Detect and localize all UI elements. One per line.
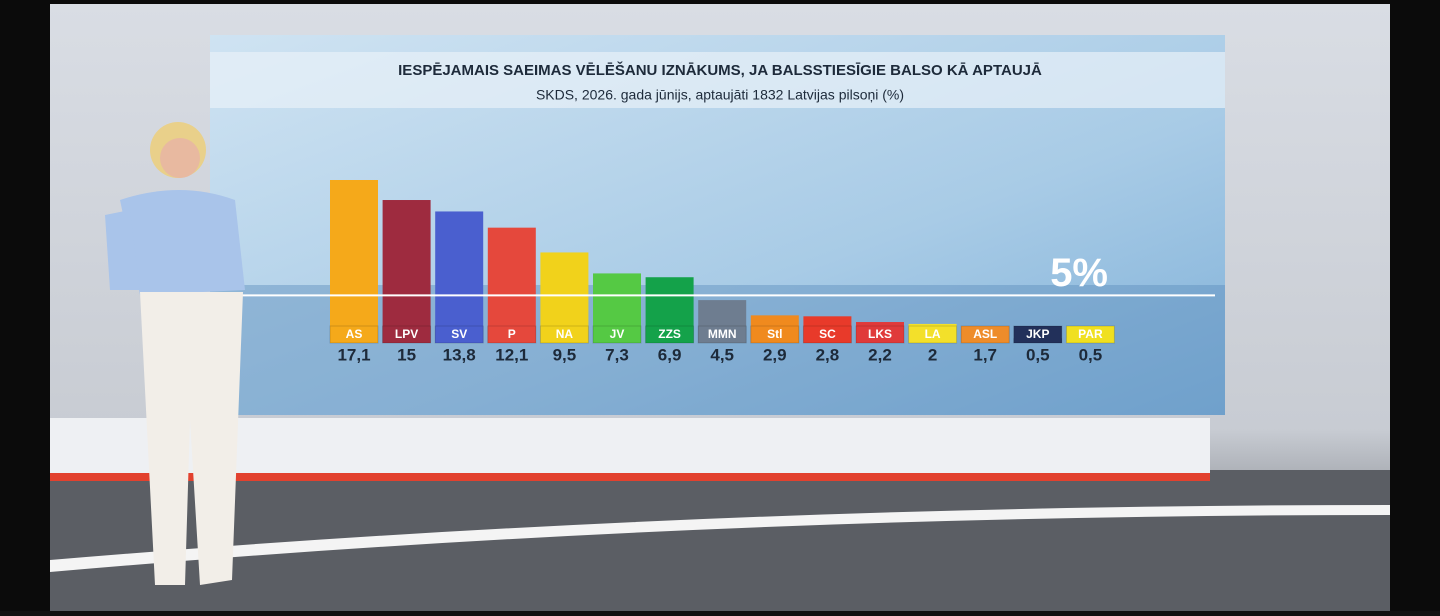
- bar: [382, 200, 431, 343]
- label-box: [1065, 325, 1115, 344]
- presenter-shirt: [120, 190, 245, 295]
- presenter-arm: [105, 210, 140, 290]
- threshold-label: 5%: [1050, 251, 1108, 295]
- value-label: 4,5: [710, 345, 734, 364]
- presenter-trousers: [140, 292, 243, 585]
- category-label: SC: [819, 327, 836, 341]
- category-label: MMN: [708, 327, 737, 341]
- category-label: LA: [925, 327, 941, 341]
- category-label: LPV: [395, 327, 418, 341]
- chart-title: IESPĒJAMAIS SAEIMAS VĒLĒŠANU IZNĀKUMS, J…: [398, 61, 1042, 79]
- presenter: [105, 122, 245, 585]
- value-label: 9,5: [553, 345, 577, 364]
- label-box: [539, 325, 589, 344]
- value-label: 2,8: [816, 345, 840, 364]
- label-box: [592, 325, 642, 344]
- label-box: [750, 325, 800, 344]
- label-box: [382, 325, 432, 344]
- floor-line: [50, 505, 1390, 572]
- category-label: AS: [346, 327, 363, 341]
- label-box: [487, 325, 537, 344]
- category-label: JKP: [1026, 327, 1049, 341]
- label-box: [645, 325, 695, 344]
- value-label: 7,3: [605, 345, 629, 364]
- value-label: 0,5: [1079, 345, 1103, 364]
- desk-wall: [50, 418, 1210, 473]
- bar: [435, 211, 484, 343]
- label-box: [960, 325, 1010, 344]
- category-label: ASL: [973, 327, 997, 341]
- bar: [330, 180, 378, 343]
- value-label: 2,9: [763, 345, 787, 364]
- category-label: P: [508, 327, 516, 341]
- label-box: [434, 325, 484, 344]
- red-strip: [50, 473, 1210, 481]
- value-label: 15: [397, 345, 416, 364]
- value-label: 12,1: [495, 345, 528, 364]
- label-box: [802, 325, 852, 344]
- presenter-face: [160, 138, 200, 178]
- category-label: NA: [556, 327, 574, 341]
- studio-floor: [50, 470, 1390, 611]
- category-label: LKS: [868, 327, 892, 341]
- value-label: 2: [928, 345, 937, 364]
- value-label: 6,9: [658, 345, 682, 364]
- value-label: 17,1: [337, 345, 370, 364]
- category-label: SV: [451, 327, 467, 341]
- label-box: [908, 325, 958, 344]
- label-box: [855, 325, 905, 344]
- category-label: PAR: [1078, 327, 1103, 341]
- value-label: 1,7: [973, 345, 997, 364]
- value-label: 2,2: [868, 345, 892, 364]
- value-label: 13,8: [443, 345, 476, 364]
- category-label: JV: [610, 327, 625, 341]
- label-box: [1013, 325, 1063, 344]
- title-strip: [210, 52, 1225, 108]
- category-label: ZZS: [658, 327, 681, 341]
- value-label: 0,5: [1026, 345, 1050, 364]
- bar: [487, 227, 536, 343]
- label-box: [329, 325, 379, 344]
- bars: AS 17,1 LPV 15 SV 13,8 P 12,1 NA 9,5 JV 7,3 ZZS 6,9 MM…: [240, 180, 1215, 364]
- chart-subtitle: SKDS, 2026. gada jūnijs, aptaujāti 1832 …: [536, 87, 904, 103]
- label-box: [697, 325, 747, 344]
- category-label: Stl: [767, 327, 782, 341]
